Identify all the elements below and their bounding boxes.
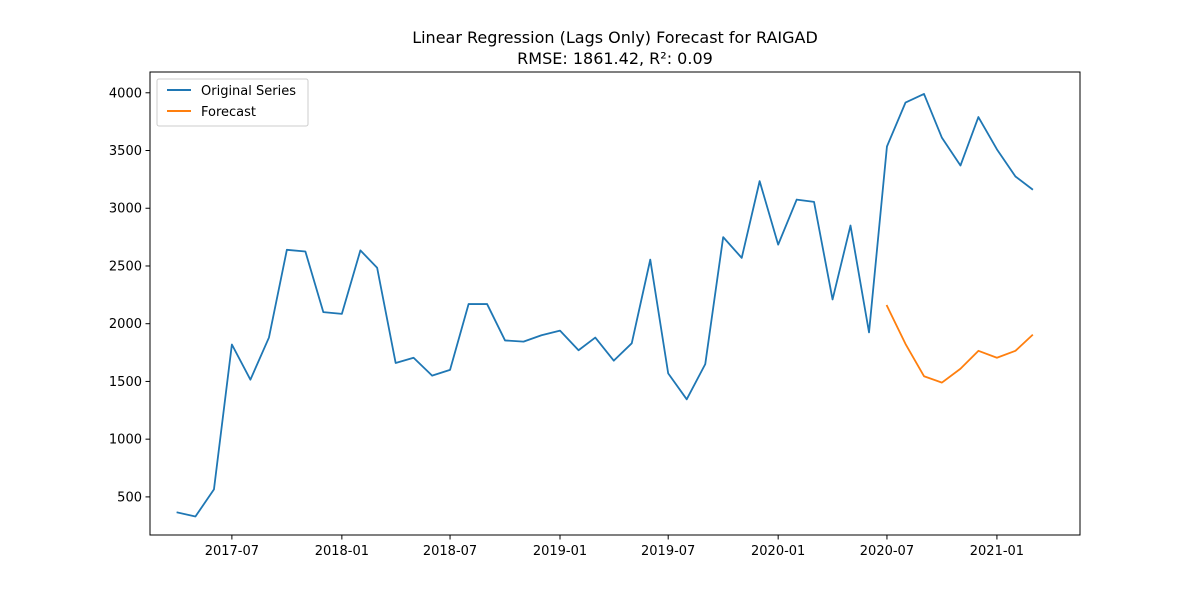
x-tick-label: 2021-01 <box>970 544 1024 559</box>
series-layer <box>176 93 1034 518</box>
x-tick-label: 2019-07 <box>641 544 695 559</box>
legend-label-original-series: Original Series <box>201 84 296 99</box>
y-tick-label: 1500 <box>109 375 142 390</box>
series-line-original-series <box>176 93 1034 518</box>
x-tick-label: 2017-07 <box>205 544 259 559</box>
series-line-forecast <box>885 304 1034 384</box>
y-tick-label: 2000 <box>109 317 142 332</box>
y-tick-label: 500 <box>117 490 142 505</box>
legend-box <box>156 78 309 127</box>
y-tick-label: 1000 <box>109 433 142 448</box>
y-tick-label: 4000 <box>109 86 142 101</box>
plot-frame <box>149 71 1081 536</box>
x-axis: 2017-07 2018-01 2018-07 2019-01 2019-07 2020-… <box>205 535 1024 559</box>
y-tick-label: 3500 <box>109 144 142 159</box>
legend: Original Series Forecast <box>156 78 309 127</box>
y-axis: 500 1000 1500 2000 2500 3000 3500 4000 <box>109 86 150 505</box>
x-tick-label: 2018-07 <box>423 544 477 559</box>
y-tick-label: 2500 <box>109 259 142 274</box>
legend-label-forecast: Forecast <box>201 105 256 120</box>
chart-title: Linear Regression (Lags Only) Forecast f… <box>412 28 818 47</box>
x-tick-label: 2018-01 <box>315 544 369 559</box>
chart-subtitle: RMSE: 1861.42, R²: 0.09 <box>517 49 713 68</box>
x-tick-label: 2020-01 <box>751 544 805 559</box>
x-tick-label: 2020-07 <box>860 544 914 559</box>
y-tick-label: 3000 <box>109 202 142 217</box>
x-tick-label: 2019-01 <box>533 544 587 559</box>
